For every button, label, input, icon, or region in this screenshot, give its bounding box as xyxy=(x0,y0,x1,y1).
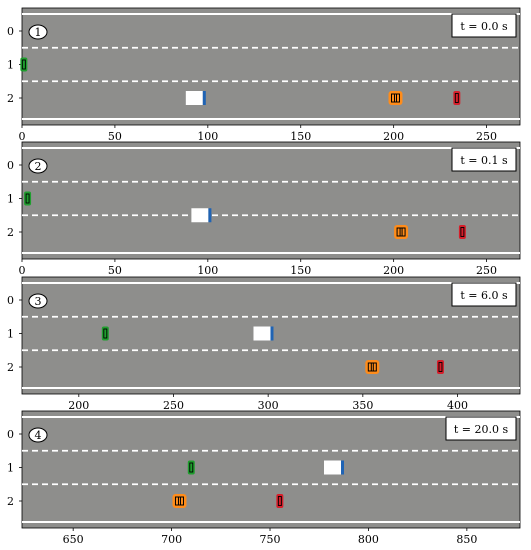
x-tick-label: 100 xyxy=(197,264,218,277)
orange-car-window xyxy=(367,362,377,372)
red-vehicle xyxy=(453,91,461,105)
red-car-window xyxy=(277,496,282,506)
truck-cab xyxy=(270,326,274,341)
panel-number-badge xyxy=(28,293,48,309)
truck-body xyxy=(185,91,203,105)
x-tick-label: 200 xyxy=(383,264,404,277)
time-box xyxy=(445,416,517,441)
lane-label: 0 xyxy=(7,25,14,38)
orange-car-body xyxy=(388,91,403,105)
x-tick-label: 800 xyxy=(358,533,379,546)
orange-vehicle xyxy=(394,225,409,239)
x-tick-label: 100 xyxy=(197,130,218,143)
time-label: t = 0.1 s xyxy=(460,154,508,167)
x-tick-label: 250 xyxy=(163,399,184,412)
x-tick-label: 200 xyxy=(383,130,404,143)
x-tick-label: 350 xyxy=(352,399,373,412)
x-tick-label: 650 xyxy=(63,533,84,546)
panel-3: 0 1 2 200 250 300 350 400 3 t = 6.0 s xyxy=(7,276,521,412)
x-tick-label: 150 xyxy=(290,130,311,143)
panel-number: 2 xyxy=(35,160,42,173)
orange-vehicle xyxy=(172,494,187,508)
x-tick-label: 400 xyxy=(447,399,468,412)
x-tick-label: 850 xyxy=(456,533,477,546)
x-tick-label: 250 xyxy=(476,130,497,143)
time-label: t = 0.0 s xyxy=(460,20,508,33)
orange-car-window xyxy=(391,93,400,103)
green-vehicle xyxy=(24,191,32,206)
time-box xyxy=(451,13,517,38)
red-vehicle xyxy=(458,225,466,239)
orange-car-window xyxy=(174,496,184,506)
time-box xyxy=(451,282,517,307)
truck-cab xyxy=(202,91,206,105)
lane-label: 1 xyxy=(7,462,14,475)
x-tick-label: 0 xyxy=(19,130,26,143)
red-vehicle xyxy=(436,360,444,374)
truck-cab xyxy=(208,208,212,223)
x-tick-label: 750 xyxy=(260,533,281,546)
road-surface xyxy=(21,141,521,260)
truck-body xyxy=(191,208,209,223)
lane-label: 0 xyxy=(7,159,14,172)
truck-vehicle xyxy=(324,460,345,475)
lane-label: 0 xyxy=(7,294,14,307)
lane-label: 2 xyxy=(7,361,14,374)
orange-vehicle xyxy=(365,360,380,374)
truck-body xyxy=(324,460,342,475)
x-tick-label: 0 xyxy=(19,264,26,277)
red-car-window xyxy=(454,93,459,103)
green-car-window xyxy=(21,59,26,70)
lane-label: 1 xyxy=(7,59,14,72)
green-vehicle xyxy=(101,326,109,341)
truck-vehicle xyxy=(253,326,274,341)
green-car-window xyxy=(25,193,30,204)
orange-vehicle xyxy=(388,91,403,105)
x-tick-label: 250 xyxy=(476,264,497,277)
green-car-window xyxy=(189,462,194,473)
x-tick-label: 700 xyxy=(161,533,182,546)
truck-vehicle xyxy=(185,91,206,105)
panel-number: 4 xyxy=(35,429,42,442)
lane-label: 2 xyxy=(7,226,14,239)
truck-vehicle xyxy=(191,208,212,223)
x-tick-label: 200 xyxy=(68,399,89,412)
panel-number-badge xyxy=(28,158,48,174)
green-car-window xyxy=(103,328,108,339)
green-vehicle xyxy=(187,460,195,475)
time-label: t = 20.0 s xyxy=(454,423,509,436)
truck-body xyxy=(253,326,271,341)
panel-4: 0 1 2 650 700 750 800 850 4 t = 20.0 s xyxy=(7,410,521,546)
panel-number: 1 xyxy=(35,26,42,39)
lane-label: 1 xyxy=(7,193,14,206)
panel-2: 0 1 2 0 50 100 150 200 250 2 t = 0.1 s xyxy=(7,141,521,277)
panel-1: 0 1 2 0 50 100 150 200 250 1 t = 0.0 s xyxy=(7,7,521,143)
time-label: t = 6.0 s xyxy=(460,289,508,302)
road-surface xyxy=(21,410,521,529)
red-vehicle xyxy=(276,494,284,508)
orange-car-body xyxy=(394,225,409,239)
x-tick-label: 300 xyxy=(258,399,279,412)
orange-car-body xyxy=(365,360,380,374)
lane-label: 2 xyxy=(7,92,14,105)
lane-label: 0 xyxy=(7,428,14,441)
green-vehicle xyxy=(20,57,28,72)
panel-number-badge xyxy=(28,24,48,40)
truck-cab xyxy=(341,460,345,475)
panel-number-badge xyxy=(28,427,48,443)
x-tick-label: 50 xyxy=(108,130,122,143)
road-surface xyxy=(21,7,521,126)
time-box xyxy=(451,147,517,172)
orange-car-body xyxy=(172,494,187,508)
red-car-window xyxy=(460,227,465,237)
x-tick-label: 50 xyxy=(108,264,122,277)
red-car-window xyxy=(438,362,443,372)
lane-label: 1 xyxy=(7,328,14,341)
lane-label: 2 xyxy=(7,495,14,508)
orange-car-window xyxy=(396,227,406,237)
panel-number: 3 xyxy=(35,295,42,308)
x-tick-label: 150 xyxy=(290,264,311,277)
